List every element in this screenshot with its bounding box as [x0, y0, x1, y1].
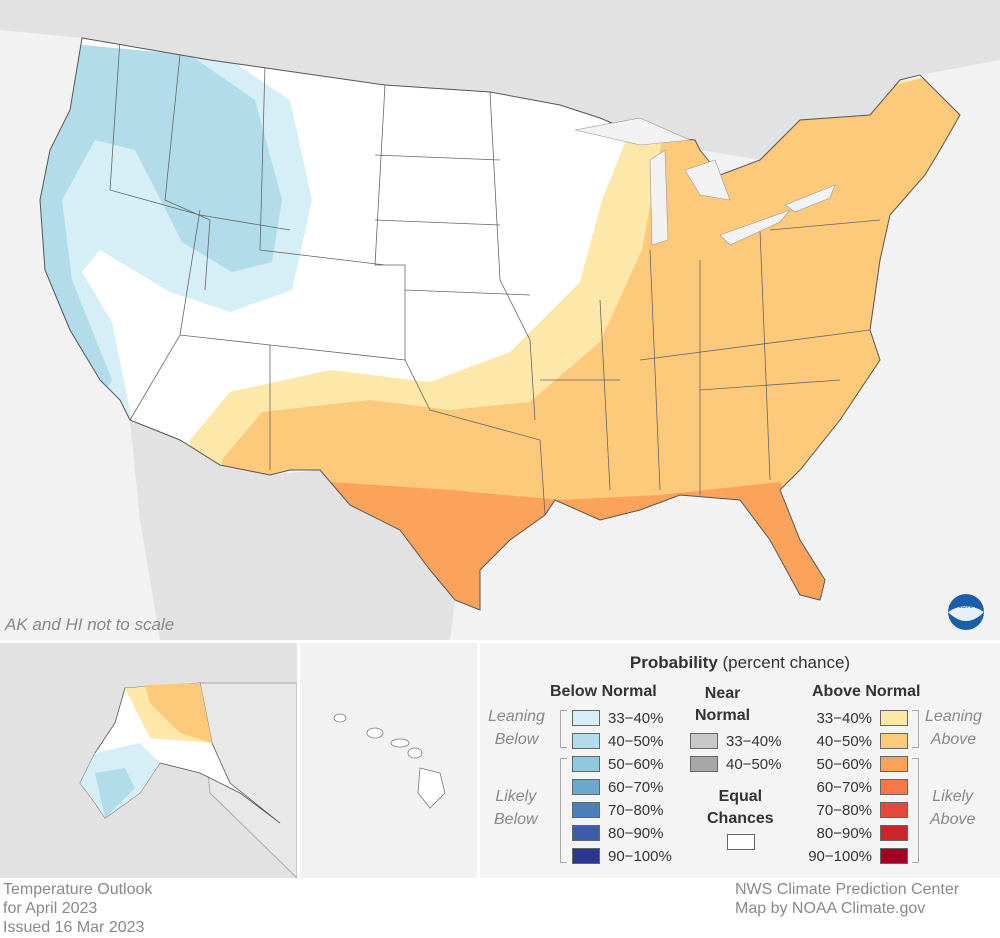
legend-swatch	[572, 710, 600, 726]
equal-chances-heading: Equal Chances	[707, 788, 774, 827]
legend-item: 33−40%	[572, 708, 663, 728]
hawaii-inset	[300, 643, 477, 878]
below-heading: Below Normal	[550, 683, 657, 700]
equal-chances-swatch	[727, 834, 755, 850]
legend-item-label: 80−90%	[816, 824, 872, 842]
noaa-logo: NOAA	[948, 594, 984, 630]
legend-swatch	[880, 733, 908, 749]
legend-item-label: 80−90%	[608, 824, 664, 842]
legend-item-label: 50−60%	[816, 755, 872, 773]
legend-swatch	[880, 779, 908, 795]
legend-item-label: 33−40%	[816, 709, 872, 727]
outlook-period: for April 2023	[3, 900, 98, 917]
leaning-below-label: Leaning Below	[488, 708, 545, 748]
legend-item: 80−90%	[572, 823, 663, 843]
legend-swatch	[880, 710, 908, 726]
legend-item-label: 60−70%	[608, 778, 664, 796]
legend-item: 90−100%	[802, 846, 908, 866]
legend-item-label: 33−40%	[726, 732, 782, 750]
legend-item-label: 90−100%	[608, 847, 672, 865]
legend-item: 40−50%	[572, 731, 663, 751]
legend-item-label: 50−60%	[608, 755, 664, 773]
legend-swatch	[572, 848, 600, 864]
alaska-inset	[0, 643, 298, 880]
source-credit: NWS Climate Prediction Center	[735, 881, 960, 898]
legend-title-bold: Probability	[629, 653, 718, 672]
legend-item: 50−60%	[572, 754, 663, 774]
noaa-logo-text: NOAA	[956, 603, 976, 610]
above-heading: Above Normal	[812, 683, 921, 700]
likely-above-label: Likely Above	[930, 788, 976, 828]
us-outline	[39, 37, 961, 611]
legend-item: 60−70%	[812, 777, 908, 797]
legend-item: 33−40%	[690, 731, 781, 751]
legend-item-label: 40−50%	[726, 755, 782, 773]
legend-swatch	[572, 756, 600, 772]
legend-swatch	[690, 733, 718, 749]
legend-item-label: 60−70%	[816, 778, 872, 796]
legend-item: 70−80%	[572, 800, 663, 820]
legend-swatch	[572, 733, 600, 749]
legend-item: 40−50%	[690, 754, 781, 774]
legend-item: 90−100%	[572, 846, 672, 866]
legend-swatch	[880, 848, 908, 864]
conus-map: NOAA AK and HI not to scale	[0, 0, 1000, 640]
state-borders	[109, 39, 881, 516]
issue-date: Issued 16 Mar 2023	[3, 919, 145, 936]
scale-note: AK and HI not to scale	[5, 615, 175, 634]
legend-title: Probability (percent chance)	[480, 653, 1000, 673]
legend: Probability (percent chance) Below Norma…	[480, 643, 1000, 878]
legend-item-label: 70−80%	[816, 801, 872, 819]
legend-swatch	[572, 802, 600, 818]
legend-swatch	[690, 756, 718, 772]
below-40-50-zone	[40, 40, 282, 412]
legend-item-label: 70−80%	[608, 801, 664, 819]
legend-item-label: 40−50%	[608, 732, 664, 750]
mexico-land	[130, 420, 455, 640]
footer-left: Temperature Outlook for April 2023 Issue…	[3, 880, 152, 937]
legend-item: 40−50%	[812, 731, 908, 751]
great-lakes	[574, 117, 836, 246]
outlook-title: Temperature Outlook	[3, 881, 153, 898]
legend-item-label: 40−50%	[816, 732, 872, 750]
legend-item: 60−70%	[572, 777, 663, 797]
legend-item: 70−80%	[812, 800, 908, 820]
conus-map-svg: NOAA	[0, 0, 1000, 640]
legend-item: 33−40%	[812, 708, 908, 728]
legend-swatch	[572, 825, 600, 841]
legend-item-label: 33−40%	[608, 709, 664, 727]
legend-swatch	[880, 825, 908, 841]
footer-right: NWS Climate Prediction Center Map by NOA…	[735, 880, 959, 918]
leaning-above-label: Leaning Above	[925, 708, 982, 748]
hawaii-map	[333, 713, 446, 809]
legend-swatch	[880, 802, 908, 818]
legend-swatch	[880, 756, 908, 772]
legend-title-rest: (percent chance)	[717, 653, 851, 672]
legend-item-label: 90−100%	[808, 847, 872, 865]
likely-below-label: Likely Below	[494, 788, 538, 828]
canada-land	[0, 0, 1000, 160]
legend-item: 80−90%	[812, 823, 908, 843]
legend-item: 50−60%	[812, 754, 908, 774]
near-heading: Near Normal	[695, 685, 751, 724]
legend-swatch	[572, 779, 600, 795]
alaska-map	[0, 643, 298, 880]
map-credit: Map by NOAA Climate.gov	[735, 900, 926, 917]
